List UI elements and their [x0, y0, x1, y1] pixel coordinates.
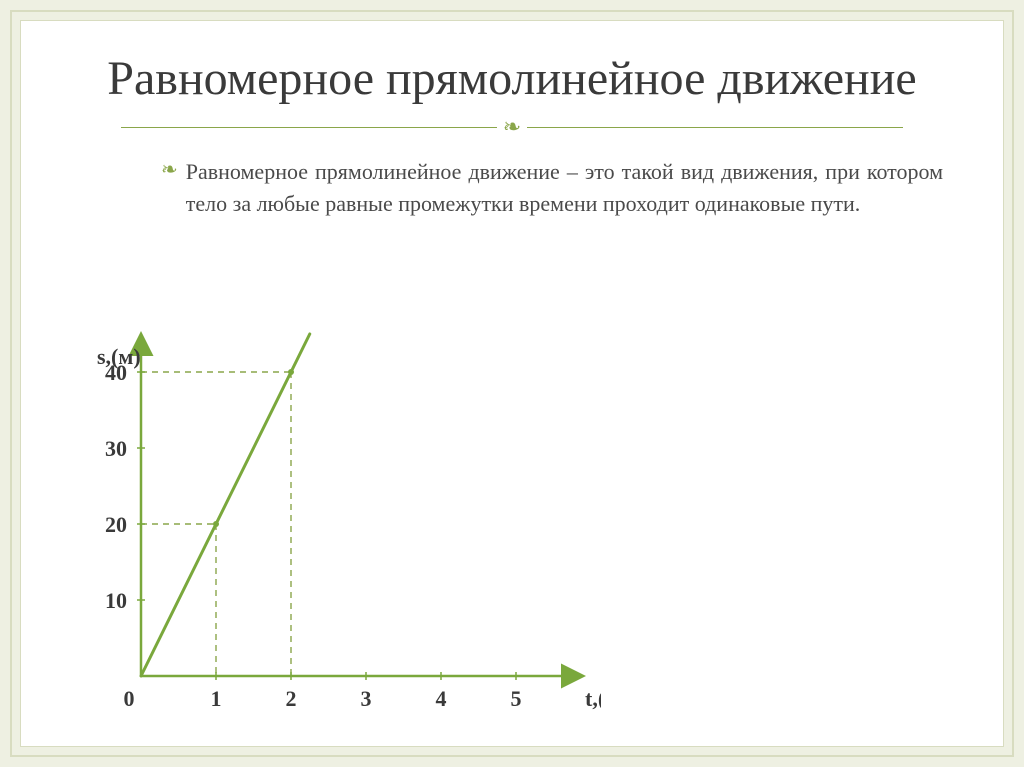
divider-line-right [527, 127, 903, 128]
slide-content: Равномерное прямолинейное движение ❧ ❧ Р… [21, 21, 1003, 746]
svg-text:20: 20 [105, 512, 127, 537]
svg-text:3: 3 [361, 686, 372, 711]
definition-text: Равномерное прямолинейное движение – это… [186, 156, 943, 220]
svg-text:1: 1 [211, 686, 222, 711]
definition-row: ❧ Равномерное прямолинейное движение – э… [61, 156, 963, 220]
distance-time-chart: 01234510203040t,(с)s,(м) [81, 316, 601, 716]
svg-text:10: 10 [105, 588, 127, 613]
inner-frame: Равномерное прямолинейное движение ❧ ❧ Р… [20, 20, 1004, 747]
svg-text:0: 0 [124, 686, 135, 711]
title-divider: ❧ [121, 116, 903, 138]
outer-frame: Равномерное прямолинейное движение ❧ ❧ Р… [10, 10, 1014, 757]
divider-line-left [121, 127, 497, 128]
svg-text:s,(м): s,(м) [97, 344, 141, 369]
svg-text:5: 5 [511, 686, 522, 711]
slide-title: Равномерное прямолинейное движение [61, 51, 963, 106]
divider-ornament-icon: ❧ [497, 116, 527, 138]
svg-text:30: 30 [105, 436, 127, 461]
svg-text:4: 4 [436, 686, 447, 711]
svg-text:t,(с): t,(с) [585, 686, 601, 711]
bullet-icon: ❧ [161, 156, 178, 184]
svg-text:2: 2 [286, 686, 297, 711]
